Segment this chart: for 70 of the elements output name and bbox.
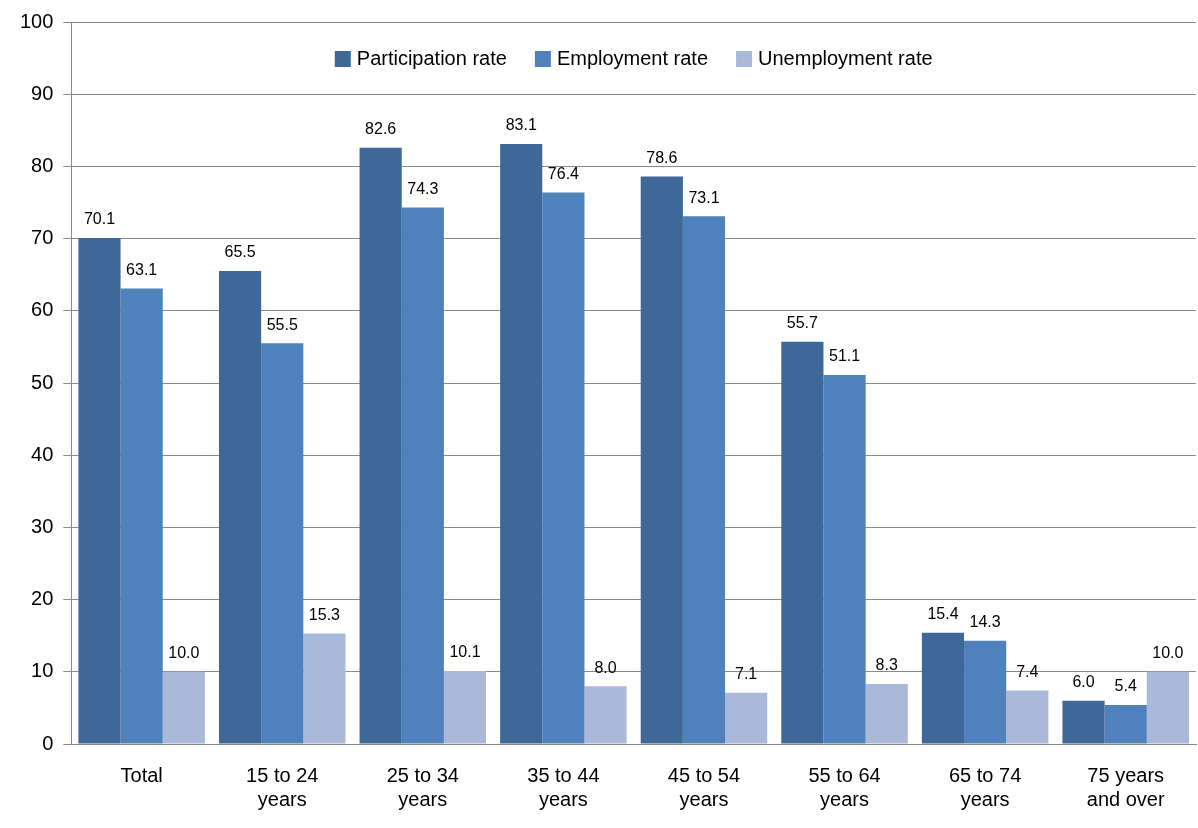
bar xyxy=(162,671,205,744)
bar xyxy=(1006,690,1049,744)
data-label: 8.0 xyxy=(594,658,617,676)
data-label: 74.3 xyxy=(407,179,439,197)
bar xyxy=(401,207,444,744)
bar xyxy=(542,192,585,744)
data-label: 73.1 xyxy=(688,188,720,206)
x-tick-label: 15 to 24 years xyxy=(246,763,319,810)
data-label: 10.0 xyxy=(168,644,200,662)
x-tick-label: 25 to 34 years xyxy=(386,763,459,810)
bar xyxy=(781,341,824,744)
y-tick-label: 30 xyxy=(31,514,54,537)
data-label: 51.1 xyxy=(828,347,861,365)
data-label: 14.3 xyxy=(969,613,1001,631)
y-tick-label: 90 xyxy=(31,81,54,104)
data-label: 55.7 xyxy=(786,314,819,332)
bar xyxy=(303,633,346,744)
x-tick-label: 55 to 64 years xyxy=(808,763,881,810)
x-tick-label: Total xyxy=(120,763,163,786)
data-label: 8.3 xyxy=(875,656,898,674)
y-tick-label: 40 xyxy=(31,442,54,465)
bar xyxy=(921,632,965,744)
bar xyxy=(500,144,543,744)
bar xyxy=(1062,700,1105,744)
data-label: 55.5 xyxy=(266,315,298,333)
data-label: 10.0 xyxy=(1152,644,1184,662)
data-label: 15.4 xyxy=(927,605,959,623)
data-label: 82.6 xyxy=(365,120,397,138)
legend-label: Unemployment rate xyxy=(758,46,933,69)
y-tick-label: 0 xyxy=(42,731,54,754)
data-label: 65.5 xyxy=(224,243,256,261)
legend-label: Employment rate xyxy=(556,46,709,69)
bar xyxy=(725,692,768,744)
data-label: 7.4 xyxy=(1016,662,1039,680)
data-label: 6.0 xyxy=(1072,673,1095,691)
bar xyxy=(1146,671,1189,744)
y-tick-label: 80 xyxy=(31,153,54,176)
data-label: 78.6 xyxy=(646,148,678,166)
x-tick-label: 75 years and over xyxy=(1086,763,1165,810)
y-tick-label: 20 xyxy=(31,587,54,610)
y-tick-label: 70 xyxy=(31,226,54,249)
data-label: 70.1 xyxy=(83,210,116,228)
bar xyxy=(584,686,627,744)
bar xyxy=(443,671,487,744)
data-label: 5.4 xyxy=(1114,677,1137,695)
bar xyxy=(359,147,402,744)
bar xyxy=(1104,705,1147,744)
y-tick-label: 60 xyxy=(31,298,54,321)
bar xyxy=(964,640,1007,744)
data-label: 15.3 xyxy=(308,605,341,623)
y-tick-label: 10 xyxy=(31,659,54,682)
bar xyxy=(682,216,726,744)
x-tick-label: 35 to 44 years xyxy=(527,763,600,810)
bar xyxy=(261,343,304,744)
data-label: 10.1 xyxy=(449,643,481,661)
bar xyxy=(120,288,163,744)
x-tick-label: 45 to 54 years xyxy=(667,763,741,810)
bar xyxy=(640,176,683,744)
bar xyxy=(865,684,908,744)
y-tick-label: 50 xyxy=(31,370,54,393)
data-label: 63.1 xyxy=(126,260,158,278)
legend-label: Participation rate xyxy=(356,46,507,69)
bar xyxy=(218,271,262,744)
bar xyxy=(823,375,866,744)
data-label: 83.1 xyxy=(505,116,537,134)
data-label: 76.4 xyxy=(547,164,580,182)
data-label: 7.1 xyxy=(735,665,758,683)
bar xyxy=(78,237,121,744)
x-tick-label: 65 to 74 years xyxy=(948,763,1022,810)
y-tick-label: 100 xyxy=(19,9,54,32)
